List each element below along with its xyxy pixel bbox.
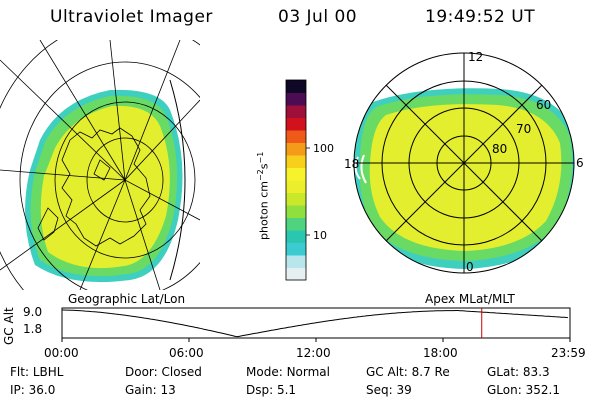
status-glat: GLat: 83.3 [487,365,550,379]
colorbar-cell [286,92,306,106]
colorbar-cell [286,167,306,181]
geo-meridians [0,40,200,290]
colorbar-unit-base: photon cm [257,181,271,240]
status-key: GLat: [487,365,520,379]
status-mode: Mode: Normal [246,365,330,379]
colorbar-cell [286,117,306,131]
colorbar-cell [286,192,306,206]
orbit-y-label: GC Alt [2,307,16,345]
mlat-label-70: 70 [516,122,531,136]
colorbar-cell [286,217,306,231]
status-key: Door: [125,365,158,379]
status-glon: GLon: 352.1 [487,383,560,397]
colorbar-cell [286,255,306,268]
colorbar-cell [286,267,306,281]
mlt-label-0: 0 [466,260,474,274]
status-dsp: Dsp: 5.1 [246,383,296,397]
mlt-label-18: 18 [344,157,359,171]
status-seq: Seq: 39 [366,383,412,397]
colorbar-scale [286,80,306,281]
dusk-arc [354,156,361,180]
colorbar-cell [286,205,306,218]
status-gc-alt: GC Alt: 8.7 Re [366,365,450,379]
orbit-altitude-curve [62,309,568,338]
colorbar-unit-sup1: −2 [256,169,265,182]
status-value: 5.1 [276,383,297,397]
status-door: Door: Closed [125,365,202,379]
status-value: 8.7 Re [411,365,450,379]
status-key: Seq: [366,383,393,397]
left-panel-caption: Geographic Lat/Lon [68,292,186,306]
status-key: IP: [10,383,25,397]
colorbar-unit-label: photon cm−2s−1 [256,152,271,240]
earth-limb [169,79,186,281]
geo-latitude-circles [0,40,200,290]
colorbar-unit-sup2: −1 [256,151,265,164]
colorbar [285,79,310,281]
mlt-polar-panel: 12 6 0 18 60 70 80 [344,50,584,274]
orbit-x-ticks [61,338,571,342]
time-label: 19:49:52 UT [425,7,536,27]
status-flt: Flt: LBHL [10,365,63,379]
date-label: 03 Jul 00 [278,7,358,27]
colorbar-frame [285,79,307,281]
colorbar-cell [286,242,306,256]
colorbar-cell [286,142,306,156]
coastline [37,127,151,247]
mlt-label-12: 12 [468,50,483,64]
status-key: Gain: [125,383,157,397]
status-key: GLon: [487,383,522,397]
colorbar-cell [286,80,306,93]
status-value: 39 [396,383,412,397]
status-key: Dsp: [246,383,274,397]
orbit-y-tick-min: 1.8 [23,322,43,336]
mlt-spokes [354,53,574,273]
status-value: 36.0 [28,383,56,397]
status-key: Flt: [10,365,29,379]
orbit-x-tick-2359: 23:59 [551,346,586,360]
status-value: Closed [161,365,202,379]
colorbar-cell [286,180,306,193]
colorbar-cell [286,155,306,168]
colorbar-cell [286,230,306,243]
status-value: 13 [160,383,176,397]
right-panel-caption: Apex MLat/MLT [425,292,515,306]
status-value: LBHL [32,365,64,379]
orbit-x-tick-1200: 12:00 [296,346,331,360]
colorbar-tick-label-10: 10 [313,229,327,242]
colorbar-cell [286,105,306,118]
mlat-label-60: 60 [536,98,551,112]
colorbar-cell [286,130,306,143]
status-gain: Gain: 13 [125,383,176,397]
status-key: Mode: [246,365,283,379]
orbit-y-tick-max: 9.0 [23,305,43,319]
mlt-label-6: 6 [576,156,584,170]
orbit-x-tick-0600: 06:00 [169,346,204,360]
dusk-arc-2 [360,154,367,184]
status-value: Normal [286,365,330,379]
status-ip: IP: 36.0 [10,383,55,397]
orbit-x-tick-1800: 18:00 [423,346,458,360]
status-value: 352.1 [525,383,560,397]
status-key: GC Alt: [366,365,408,379]
instrument-title: Ultraviolet Imager [50,7,213,27]
colorbar-tick-label-100: 100 [313,142,334,155]
mlat-label-80: 80 [492,142,507,156]
orbit-altitude-plot [61,307,571,342]
orbit-x-tick-0000: 00:00 [44,346,79,360]
polar-aurora-fill [369,104,562,251]
geographic-image-panel [0,40,200,290]
colorbar-unit-mid: s [257,163,271,170]
status-value: 83.3 [522,365,550,379]
